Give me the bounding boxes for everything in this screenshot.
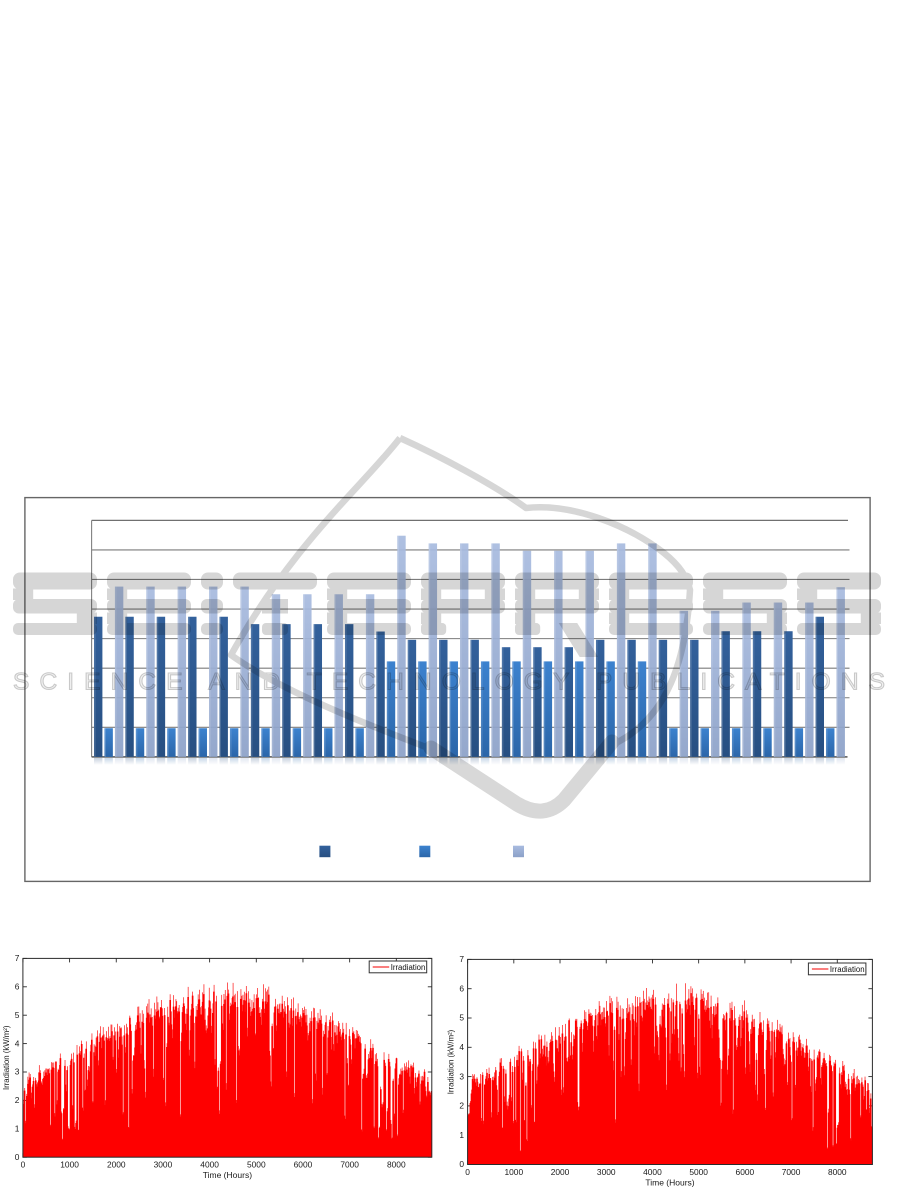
svg-text:2000: 2000 [551,1167,570,1177]
svg-text:6: 6 [459,983,464,993]
svg-text:1: 1 [459,1130,464,1140]
svg-text:7000: 7000 [782,1167,801,1177]
svg-text:Irradiation: Irradiation [391,963,426,972]
svg-text:5000: 5000 [247,1160,266,1170]
svg-text:1: 1 [15,1124,20,1134]
svg-text:0: 0 [465,1167,470,1177]
svg-text:5: 5 [459,1013,464,1023]
svg-text:2: 2 [15,1095,20,1105]
svg-text:6000: 6000 [294,1160,313,1170]
svg-text:5000: 5000 [689,1167,708,1177]
svg-text:Irradiation (kW/m²): Irradiation (kW/m²) [447,1029,456,1094]
svg-text:1000: 1000 [60,1160,79,1170]
svg-text:Time (Hours): Time (Hours) [645,1178,694,1188]
svg-text:3000: 3000 [154,1160,173,1170]
svg-text:3: 3 [459,1071,464,1081]
svg-text:3: 3 [15,1067,20,1077]
svg-text:6: 6 [15,982,20,992]
svg-text:0: 0 [21,1160,26,1170]
svg-text:6000: 6000 [736,1167,755,1177]
svg-text:3000: 3000 [597,1167,616,1177]
svg-text:5: 5 [15,1010,20,1020]
svg-text:4000: 4000 [200,1160,219,1170]
svg-text:7: 7 [15,953,20,963]
svg-text:Time (Hours): Time (Hours) [203,1170,252,1180]
svg-text:1000: 1000 [504,1167,523,1177]
svg-text:8000: 8000 [387,1160,406,1170]
svg-text:Irradiation: Irradiation [830,965,865,974]
svg-text:8000: 8000 [828,1167,847,1177]
svg-text:4000: 4000 [643,1167,662,1177]
svg-text:0: 0 [15,1152,20,1162]
svg-text:Irradiation (kW/m²): Irradiation (kW/m²) [2,1025,11,1090]
svg-text:2: 2 [459,1101,464,1111]
svg-text:2000: 2000 [107,1160,126,1170]
svg-text:0: 0 [459,1159,464,1169]
svg-text:4: 4 [459,1042,464,1052]
svg-text:7000: 7000 [340,1160,359,1170]
svg-text:7: 7 [459,954,464,964]
svg-text:SCIENCE AND TECHNOLOGY PUBLICA: SCIENCE AND TECHNOLOGY PUBLICATIONS [13,669,885,696]
svg-text:4: 4 [15,1038,20,1048]
